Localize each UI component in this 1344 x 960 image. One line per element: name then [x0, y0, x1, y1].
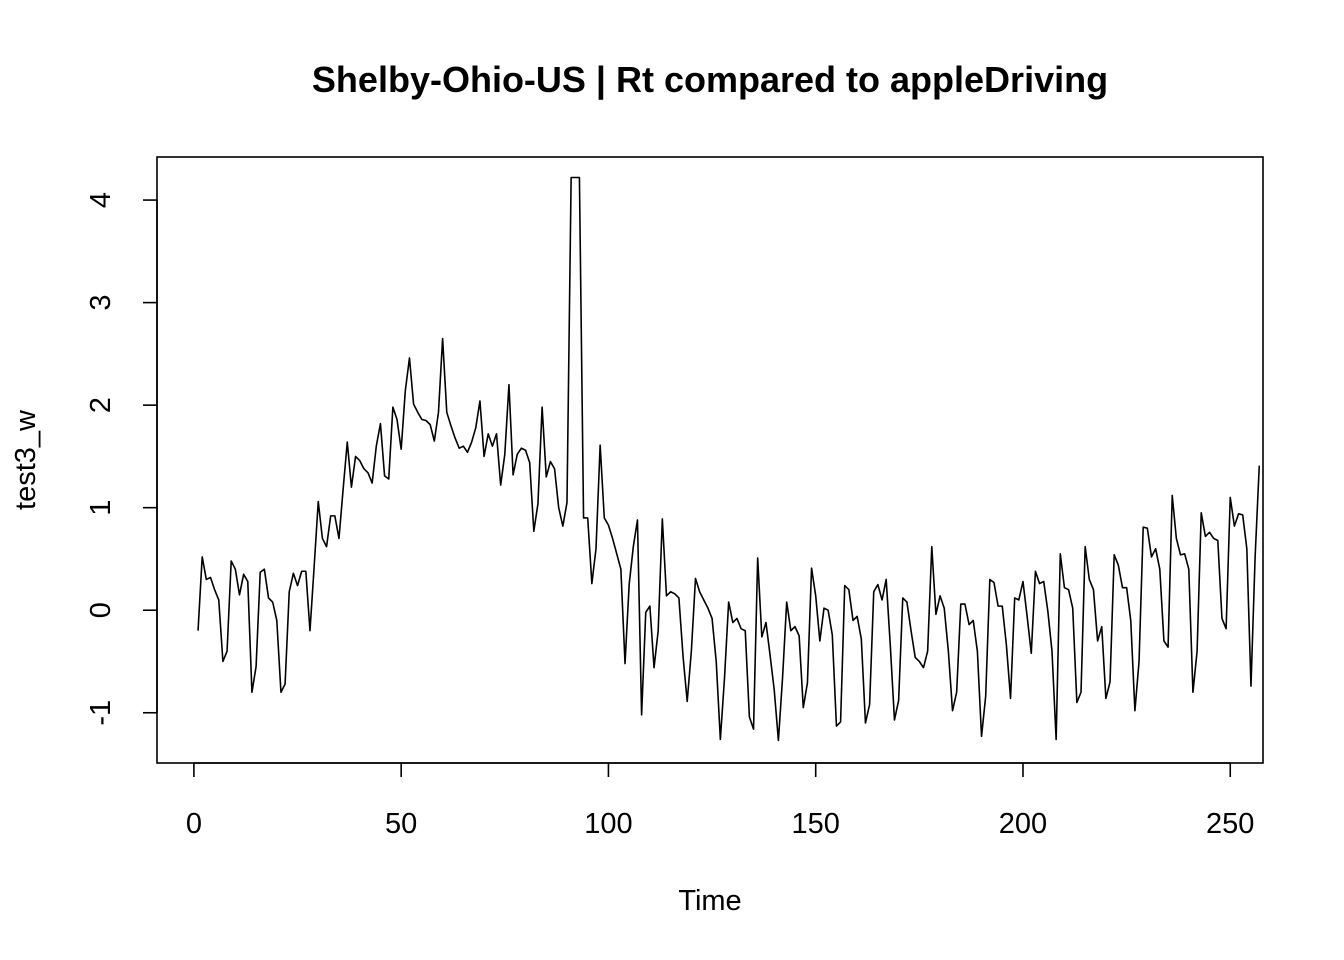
y-tick-label: 1 — [85, 500, 117, 516]
chart-title: Shelby-Ohio-US | Rt compared to appleDri… — [312, 59, 1108, 101]
y-tick-label: -1 — [85, 700, 117, 726]
y-tick-label: 0 — [85, 602, 117, 618]
series-line-test3-w — [197, 176, 1261, 742]
y-axis: -1 0 1 2 3 4 — [85, 192, 158, 726]
x-tick-label: 0 — [186, 808, 202, 840]
x-axis-label: Time — [678, 885, 741, 917]
x-tick-label: 250 — [1206, 808, 1254, 840]
x-tick-label: 100 — [584, 808, 632, 840]
x-tick-label: 50 — [385, 808, 417, 840]
y-tick-label: 4 — [85, 192, 117, 208]
plot-area-frame — [156, 156, 1264, 764]
y-tick-label: 2 — [85, 397, 117, 413]
y-axis-label: test3_w — [10, 409, 42, 510]
x-axis: 0 50 100 150 200 250 — [186, 762, 1254, 840]
x-tick-label: 200 — [999, 808, 1047, 840]
y-tick-label: 3 — [85, 295, 117, 311]
x-tick-label: 150 — [792, 808, 840, 840]
